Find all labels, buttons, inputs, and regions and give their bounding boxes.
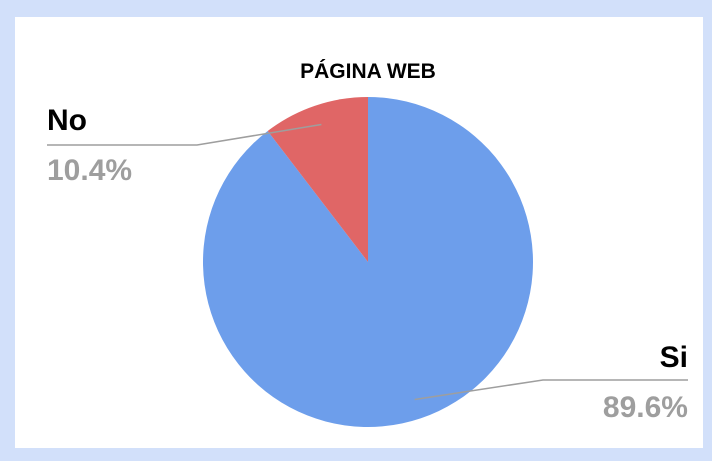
slice-label-no: No [47,104,87,137]
slice-percent-no: 10.4% [47,154,132,187]
leader-line-si [414,379,688,401]
slice-percent-si: 89.6% [603,391,688,424]
leader-line-no [47,123,322,146]
pie-slice-no [267,97,368,262]
slices-layer [202,97,533,427]
chart-title: PÁGINA WEB [300,60,436,83]
labels-layer: Si 89.6% No 10.4% [47,104,688,424]
slice-label-si: Si [660,341,688,374]
